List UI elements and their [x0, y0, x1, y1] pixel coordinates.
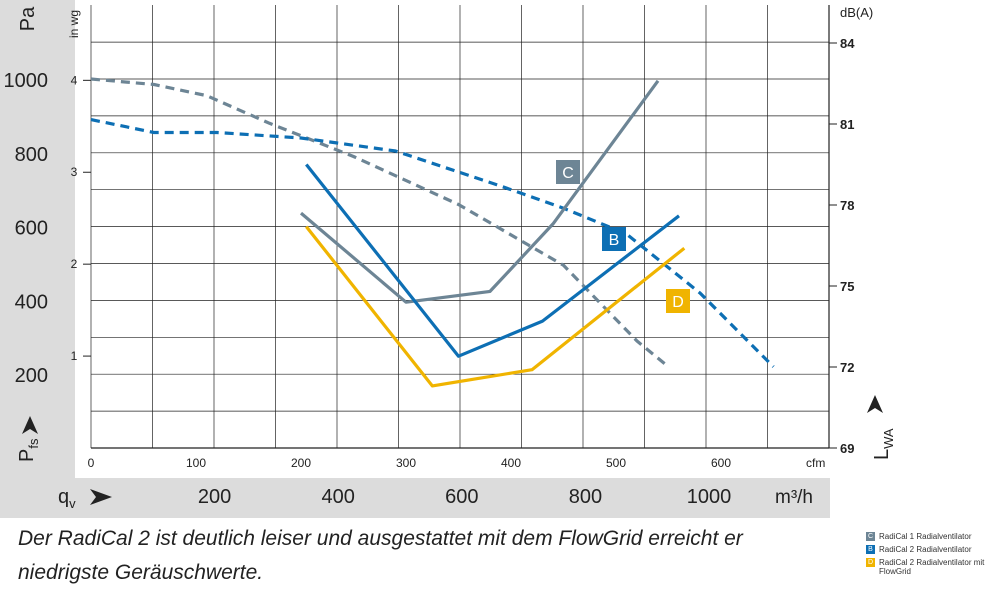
data-series	[90, 77, 775, 388]
cfm-tick-label: 100	[186, 456, 206, 470]
up-arrow-icon	[867, 395, 883, 413]
db-tick-label: 78	[840, 198, 854, 213]
pa-tick-label: 600	[15, 218, 48, 240]
legend-key-d: D	[866, 558, 875, 567]
series-b-pressure-line	[90, 118, 775, 368]
marker-box-d	[666, 289, 690, 313]
legend-label: RadiCal 2 Radialventilator mit FlowGrid	[879, 558, 985, 576]
m3h-tick-label: 800	[569, 486, 602, 508]
legend-key-c: C	[866, 532, 875, 541]
flow-subscript: v	[69, 496, 76, 511]
cfm-tick-label: 400	[501, 456, 521, 470]
inwg-unit-label: in wg	[67, 10, 81, 38]
m3h-tick-label: 600	[445, 486, 478, 508]
marker-label-d: D	[672, 294, 684, 311]
db-tick-label: 81	[840, 117, 854, 132]
inwg-tick-label: 2	[71, 257, 78, 271]
pressure-symbol: P	[16, 449, 38, 462]
flow-axis-title: qv	[58, 486, 76, 511]
up-arrow-icon	[22, 416, 38, 434]
marker-label-c: C	[562, 165, 574, 182]
pressure-axis-title: Pfs	[16, 438, 41, 462]
series-d-sound-line	[305, 225, 686, 388]
legend-label: RadiCal 1 Radialventilator	[879, 532, 972, 541]
pa-tick-label: 400	[15, 291, 48, 313]
pressure-subscript: fs	[26, 438, 41, 449]
series-markers: C B D	[556, 160, 690, 313]
bottom-axis-band	[0, 478, 830, 518]
pa-tick-label: 1000	[4, 70, 49, 92]
legend-item: B RadiCal 2 Radialventilator	[866, 545, 1000, 554]
m3h-tick-label: 400	[322, 486, 355, 508]
right-arrow-icon	[90, 489, 112, 505]
inwg-tick-label: 3	[71, 165, 78, 179]
legend-key-b: B	[866, 545, 875, 554]
series-c-sound-line	[299, 79, 660, 304]
cfm-tick-label: 500	[606, 456, 626, 470]
sound-axis-title: LWA	[871, 428, 896, 460]
marker-box-b	[602, 227, 626, 251]
cfm-tick-label: 200	[291, 456, 311, 470]
grid-lines	[90, 5, 830, 449]
db-unit-label: dB(A)	[840, 5, 873, 20]
cfm-unit-label: cfm	[806, 456, 825, 470]
chart-caption: Der RadiCal 2 ist deutlich leiser und au…	[18, 527, 743, 584]
pa-tick-label: 800	[15, 144, 48, 166]
legend-label: RadiCal 2 Radialventilator	[879, 545, 972, 554]
m3h-tick-label: 200	[198, 486, 231, 508]
m3h-unit-label: m³/h	[775, 487, 813, 508]
sound-symbol: L	[871, 449, 893, 460]
marker-box-c	[556, 160, 580, 184]
cfm-tick-label: 0	[88, 456, 95, 470]
left-axis-band	[0, 0, 75, 478]
inwg-tick-label: 1	[71, 349, 78, 363]
db-tick-label: 69	[840, 441, 854, 456]
cfm-tick-label: 600	[711, 456, 731, 470]
db-tick-label: 72	[840, 360, 854, 375]
cfm-tick-label: 300	[396, 456, 416, 470]
pa-tick-label: 200	[15, 365, 48, 387]
legend: C RadiCal 1 Radialventilator B RadiCal 2…	[866, 532, 1000, 580]
series-c-pressure-line	[90, 77, 670, 369]
series-b-sound-line	[305, 163, 680, 358]
m3h-tick-label: 1000	[687, 486, 732, 508]
legend-item: D RadiCal 2 Radialventilator mit FlowGri…	[866, 558, 1000, 576]
pa-unit-label: Pa	[17, 6, 39, 31]
tick-labels: 200 400 600 800 1000 1 2 3 4 0 100 200 300 400 500 600 2…	[4, 36, 856, 508]
db-tick-label: 84	[840, 36, 855, 51]
legend-item: C RadiCal 1 Radialventilator	[866, 532, 1000, 541]
sound-subscript: WA	[881, 428, 896, 449]
flow-symbol: q	[58, 486, 69, 508]
inwg-tick-label: 4	[71, 73, 78, 87]
marker-label-b: B	[609, 232, 620, 249]
db-tick-label: 75	[840, 279, 854, 294]
